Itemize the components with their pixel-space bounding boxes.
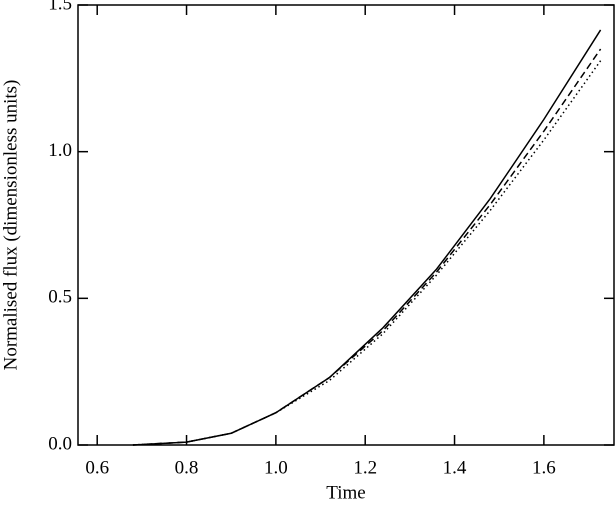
series-line	[132, 48, 602, 446]
series-line	[132, 60, 602, 446]
x-tick-label: 0.6	[85, 457, 109, 478]
y-tick-label: 1.5	[48, 0, 72, 14]
x-tick-label: 1.6	[532, 457, 556, 478]
x-tick-label: 1.4	[443, 457, 467, 478]
plot-frame	[77, 4, 615, 446]
x-axis-label: Time	[326, 482, 365, 503]
y-tick-label: 0.5	[48, 287, 72, 308]
y-axis-label: Normalised flux (dimensionless units)	[0, 80, 21, 371]
y-tick-label: 0.0	[48, 433, 72, 454]
x-tick-label: 0.8	[175, 457, 199, 478]
y-tick-label: 1.0	[48, 140, 72, 161]
x-tick-label: 1.0	[264, 457, 288, 478]
series-line	[132, 29, 602, 446]
x-tick-label: 1.2	[353, 457, 377, 478]
